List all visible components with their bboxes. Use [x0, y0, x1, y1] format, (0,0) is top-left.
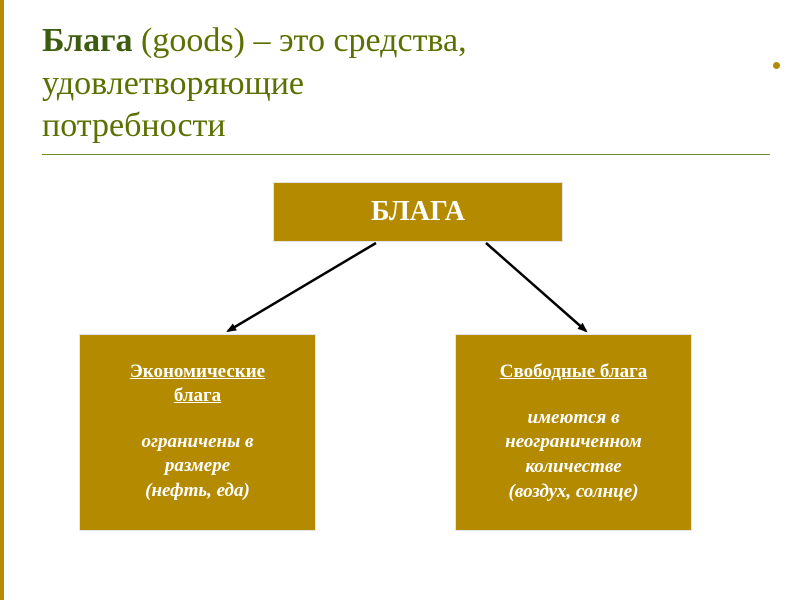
right-body-l1: имеются в — [527, 407, 619, 428]
root-node: БЛАГА — [274, 183, 562, 241]
diagram-area: БЛАГА Экономические блага ограничены в р… — [42, 183, 770, 563]
root-label: БЛАГА — [371, 196, 465, 228]
title-line-2: удовлетворяющие — [42, 63, 770, 106]
decorative-dot — [773, 62, 780, 69]
right-heading-l1: Свободные блага — [500, 361, 647, 382]
slide: Блага (goods) – это средства, удовлетвор… — [0, 0, 800, 600]
left-heading-l2: блага — [174, 385, 221, 406]
left-body-l2: размере — [165, 455, 230, 476]
left-body: ограничены в размере (нефть, еда) — [141, 430, 253, 504]
right-node: Свободные блага имеются в неограниченном… — [456, 335, 691, 530]
right-body-l2: неограниченном — [505, 431, 642, 452]
right-body: имеются в неограниченном количестве (воз… — [505, 406, 642, 505]
left-heading-l1: Экономические — [130, 361, 265, 382]
left-body-l1: ограничены в — [141, 431, 253, 452]
right-body-l3: количестве — [525, 456, 621, 477]
arrow-left — [228, 243, 376, 331]
slide-title: Блага (goods) – это средства, удовлетвор… — [42, 20, 770, 155]
title-term: Блага — [42, 22, 133, 59]
title-line-3: потребности — [42, 105, 770, 148]
title-term-en: (goods) — [141, 22, 245, 59]
right-body-l4: (воздух, солнце) — [509, 481, 639, 502]
left-body-l3: (нефть, еда) — [145, 480, 250, 501]
left-heading: Экономические блага — [130, 360, 265, 408]
right-heading: Свободные блага — [500, 360, 647, 384]
left-node: Экономические блага ограничены в размере… — [80, 335, 315, 530]
arrow-right — [486, 243, 586, 331]
title-rest1: – это средства, — [245, 22, 467, 59]
title-line-1: Блага (goods) – это средства, — [42, 20, 770, 63]
